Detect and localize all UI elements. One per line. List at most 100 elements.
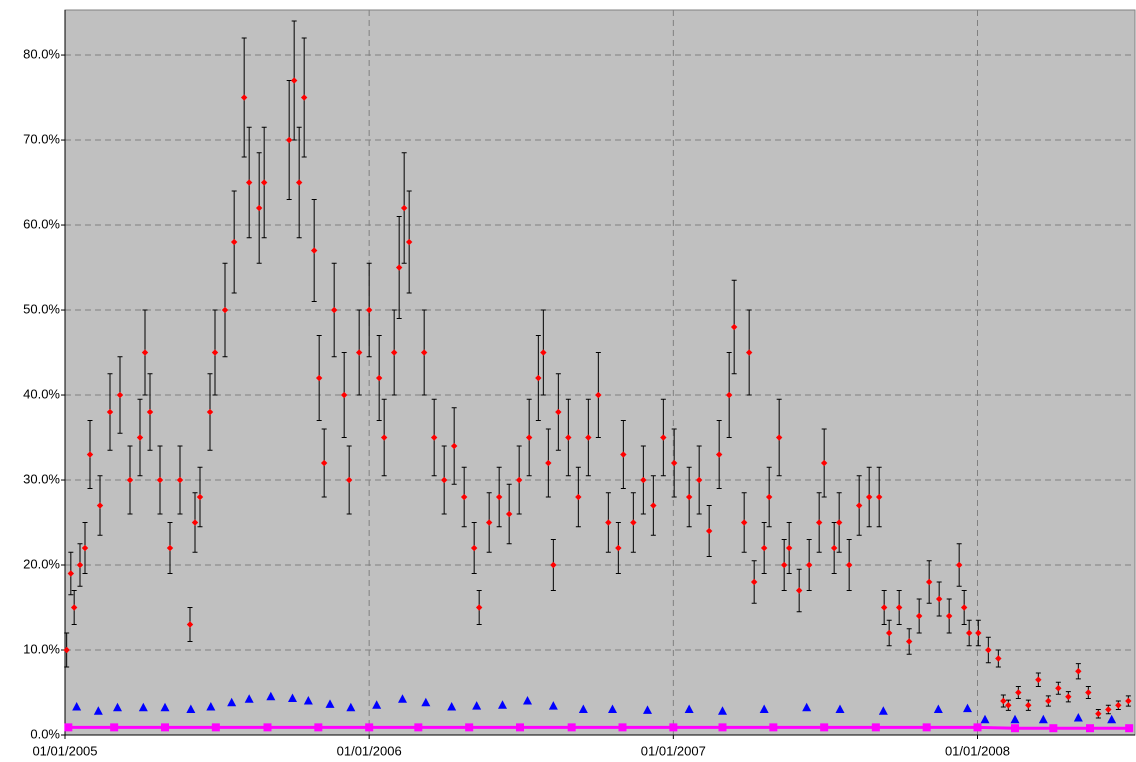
point <box>670 459 678 467</box>
point <box>1125 697 1132 705</box>
point <box>472 701 482 710</box>
point <box>196 493 204 501</box>
point <box>320 459 328 467</box>
point <box>266 691 276 701</box>
point <box>372 700 382 709</box>
point <box>960 604 968 611</box>
point <box>925 578 933 586</box>
point <box>176 476 184 484</box>
point <box>460 493 468 501</box>
point <box>141 349 149 356</box>
point <box>515 476 523 484</box>
point <box>63 646 70 654</box>
point <box>805 561 813 569</box>
point <box>880 604 888 611</box>
point <box>113 702 122 712</box>
point <box>340 391 348 399</box>
point <box>973 723 982 732</box>
point <box>156 476 164 484</box>
x-tick-label: 01/01/2005 <box>32 743 97 758</box>
point <box>915 612 923 620</box>
point <box>775 434 783 441</box>
point <box>780 561 788 569</box>
point <box>802 702 812 712</box>
point <box>1065 693 1072 700</box>
point <box>1038 714 1048 724</box>
point <box>643 705 652 714</box>
point <box>715 451 723 458</box>
point <box>96 502 104 509</box>
point <box>72 701 82 711</box>
point <box>211 349 219 356</box>
point <box>684 704 694 714</box>
point <box>1115 702 1122 709</box>
point <box>1000 697 1007 705</box>
point <box>750 578 758 586</box>
point <box>535 374 542 382</box>
point <box>255 204 263 212</box>
point <box>1086 724 1094 733</box>
point <box>725 391 733 399</box>
point <box>718 723 727 732</box>
point <box>615 544 622 552</box>
y-tick-label: 0.0% <box>30 726 60 741</box>
point <box>980 714 990 724</box>
point <box>865 493 873 501</box>
point <box>523 696 532 705</box>
point <box>1055 685 1062 692</box>
point <box>718 706 727 715</box>
point <box>395 264 403 271</box>
point <box>314 723 323 732</box>
point <box>820 459 828 467</box>
point <box>430 434 438 441</box>
point <box>1025 702 1032 709</box>
point <box>620 451 627 458</box>
point <box>380 434 388 441</box>
point <box>545 459 552 467</box>
point <box>166 544 174 552</box>
point <box>288 693 297 702</box>
point <box>578 704 588 714</box>
point <box>650 502 657 509</box>
point <box>963 703 972 713</box>
point <box>345 476 353 484</box>
point <box>86 451 94 458</box>
point <box>346 702 356 712</box>
point <box>1005 702 1012 709</box>
point <box>414 723 423 732</box>
point <box>186 704 196 714</box>
point <box>895 604 903 611</box>
point <box>310 247 318 254</box>
point <box>1035 676 1042 683</box>
point <box>505 510 513 518</box>
point <box>191 519 199 526</box>
point <box>955 561 963 569</box>
point <box>550 561 557 569</box>
y-tick-label: 20.0% <box>23 556 60 571</box>
point <box>945 612 953 620</box>
y-tick-label: 60.0% <box>23 216 60 231</box>
point <box>470 544 478 552</box>
point <box>116 391 124 399</box>
point <box>365 723 374 732</box>
x-tick-label: 01/01/2008 <box>945 743 1010 758</box>
point <box>922 723 931 732</box>
point <box>835 519 843 526</box>
point <box>221 306 229 314</box>
point <box>933 704 943 714</box>
point <box>608 704 617 714</box>
point <box>660 434 667 441</box>
point <box>495 493 503 501</box>
point <box>206 408 214 416</box>
point <box>106 408 114 416</box>
point <box>565 434 572 441</box>
point <box>630 519 637 526</box>
point <box>618 723 627 732</box>
point <box>240 94 248 101</box>
point <box>1107 714 1117 724</box>
point <box>605 519 612 526</box>
point <box>245 179 253 186</box>
point <box>1049 724 1058 733</box>
point <box>405 238 413 246</box>
point <box>420 349 428 356</box>
